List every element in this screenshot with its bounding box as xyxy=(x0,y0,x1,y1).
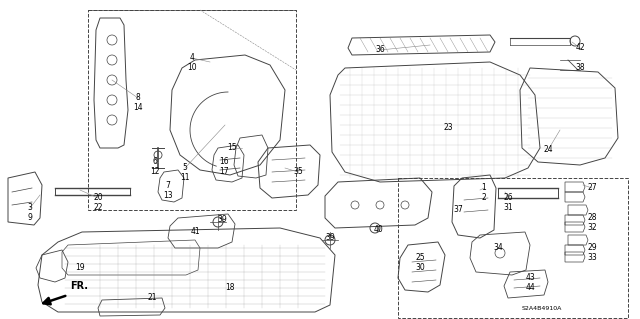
Text: 19: 19 xyxy=(75,263,85,272)
Text: 14: 14 xyxy=(133,103,143,113)
Text: 23: 23 xyxy=(443,123,453,132)
Text: 41: 41 xyxy=(190,227,200,236)
Bar xyxy=(88,10,296,210)
Text: 26: 26 xyxy=(503,194,513,203)
Text: 40: 40 xyxy=(373,226,383,234)
Text: 27: 27 xyxy=(587,183,597,192)
Text: 32: 32 xyxy=(587,224,597,233)
Text: 39: 39 xyxy=(217,216,227,225)
Text: 37: 37 xyxy=(453,205,463,214)
Text: 2: 2 xyxy=(482,194,486,203)
Text: FR.: FR. xyxy=(70,281,88,291)
Text: 24: 24 xyxy=(543,145,553,154)
Text: 8: 8 xyxy=(136,93,140,102)
Text: S2A4B4910A: S2A4B4910A xyxy=(522,306,562,310)
Text: 20: 20 xyxy=(93,194,103,203)
Text: 12: 12 xyxy=(150,167,160,176)
Text: 15: 15 xyxy=(227,144,237,152)
Text: 11: 11 xyxy=(180,174,189,182)
Text: 17: 17 xyxy=(219,167,229,176)
Text: 18: 18 xyxy=(225,284,235,293)
Text: 22: 22 xyxy=(93,204,103,212)
Text: 43: 43 xyxy=(525,273,535,283)
Text: 31: 31 xyxy=(503,204,513,212)
Text: 28: 28 xyxy=(588,213,596,222)
Text: 10: 10 xyxy=(187,63,197,72)
Text: 33: 33 xyxy=(587,254,597,263)
Text: 21: 21 xyxy=(147,293,157,302)
Text: 36: 36 xyxy=(375,46,385,55)
Text: 35: 35 xyxy=(293,167,303,176)
Text: 7: 7 xyxy=(166,182,170,190)
Text: 39: 39 xyxy=(325,234,335,242)
Text: 9: 9 xyxy=(28,213,33,222)
Text: 42: 42 xyxy=(575,43,585,53)
Text: 16: 16 xyxy=(219,158,229,167)
Text: 3: 3 xyxy=(28,204,33,212)
Text: 34: 34 xyxy=(493,243,503,253)
Text: 1: 1 xyxy=(482,183,486,192)
Text: 13: 13 xyxy=(163,191,173,201)
Text: 38: 38 xyxy=(575,63,585,72)
Text: 4: 4 xyxy=(189,54,195,63)
Bar xyxy=(398,178,628,318)
Text: 5: 5 xyxy=(182,164,188,173)
Text: 6: 6 xyxy=(152,158,157,167)
Text: 29: 29 xyxy=(587,243,597,253)
Text: 30: 30 xyxy=(415,263,425,272)
Text: 44: 44 xyxy=(525,284,535,293)
Text: 25: 25 xyxy=(415,254,425,263)
